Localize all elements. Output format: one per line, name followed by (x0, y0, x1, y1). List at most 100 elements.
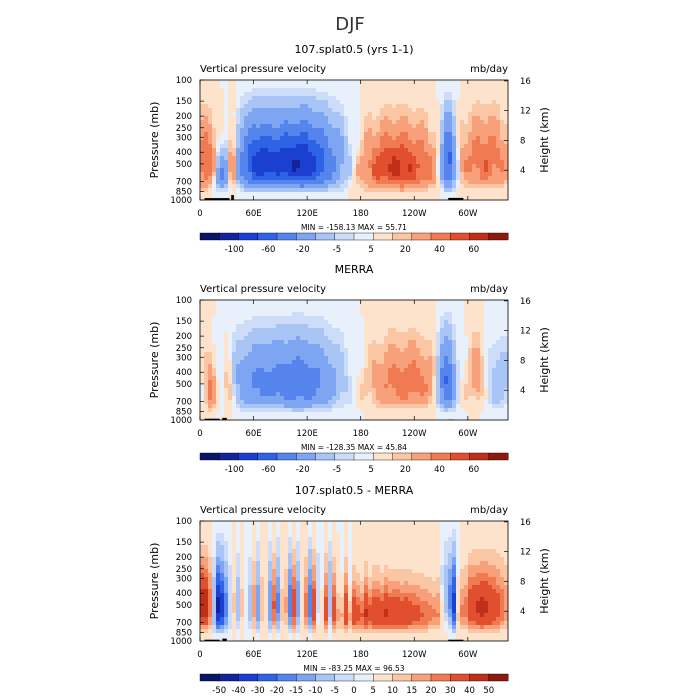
heatmap-cell (468, 108, 473, 113)
heatmap-cell (388, 132, 393, 137)
heatmap-cell (388, 88, 393, 93)
heatmap-cell (364, 312, 369, 317)
heatmap-cell (320, 124, 325, 129)
heatmap-cell (288, 324, 293, 329)
heatmap-cell (412, 408, 417, 413)
heatmap-cell (240, 328, 245, 333)
heatmap-cell (244, 364, 249, 369)
heatmap-cell (344, 332, 349, 337)
heatmap-cell (444, 376, 449, 381)
heatmap-cell (392, 344, 397, 349)
heatmap-cell (268, 392, 273, 397)
heatmap-cell (388, 124, 393, 129)
heatmap-cell (316, 324, 321, 329)
heatmap-cell (372, 408, 377, 413)
heatmap-cell (276, 392, 281, 397)
heatmap-cell (260, 368, 265, 373)
heatmap-cell (300, 188, 305, 193)
heatmap-cell (328, 192, 333, 197)
heatmap-cell (200, 176, 205, 181)
heatmap-cell (460, 320, 465, 325)
heatmap-cell (260, 84, 265, 89)
heatmap-cell (216, 180, 221, 185)
heatmap-cell (428, 184, 433, 189)
heatmap-cell (212, 561, 217, 566)
heatmap-cell (396, 180, 401, 185)
heatmap-cell (416, 408, 421, 413)
heatmap-cell (268, 416, 273, 421)
heatmap-cell (504, 188, 509, 193)
heatmap-cell (284, 412, 289, 417)
heatmap-cell (268, 184, 273, 189)
heatmap-cell (412, 392, 417, 397)
heatmap-cell (332, 144, 337, 149)
heatmap-cell (340, 140, 345, 145)
heatmap-cell (272, 120, 277, 125)
heatmap-cell (384, 344, 389, 349)
heatmap-cell (252, 188, 257, 193)
heatmap-cell (244, 388, 249, 393)
heatmap-cell (352, 372, 357, 377)
heatmap-cell (212, 144, 217, 149)
heatmap-cell (316, 128, 321, 133)
heatmap-cell (304, 332, 309, 337)
colorbar-swatch (238, 232, 259, 241)
heatmap-cell (400, 196, 405, 201)
heatmap-cell (484, 348, 489, 353)
heatmap-cell (312, 384, 317, 389)
heatmap-cell (340, 108, 345, 113)
heatmap-cell (316, 160, 321, 165)
heatmap-cell (296, 80, 301, 85)
colorbar: -100 -60 -20 -5 5 20 40 60 (199, 232, 509, 255)
heatmap-cell (416, 184, 421, 189)
heatmap-cell (420, 416, 425, 421)
heatmap-cell (448, 356, 453, 361)
heatmap-cell (316, 116, 321, 121)
heatmap-cell (372, 160, 377, 165)
heatmap-cell (436, 392, 441, 397)
heatmap-cell (332, 152, 337, 157)
heatmap-cell (224, 525, 229, 530)
heatmap-cell (212, 148, 217, 153)
heatmap-cell (360, 316, 365, 321)
heatmap-cell (316, 372, 321, 377)
heatmap-cell (240, 412, 245, 417)
heatmap-cell (292, 328, 297, 333)
heatmap-cell (216, 88, 221, 93)
heatmap-cell (336, 124, 341, 129)
heatmap-cell (200, 553, 205, 558)
heatmap-cell (496, 80, 501, 85)
heatmap-cell (300, 412, 305, 417)
heatmap-cell (384, 360, 389, 365)
heatmap-cell (224, 545, 229, 550)
heatmap-cell (288, 352, 293, 357)
heatmap-cell (348, 356, 353, 361)
heatmap-cell (268, 84, 273, 89)
heatmap-cell (216, 396, 221, 401)
heatmap-cell (384, 364, 389, 369)
heatmap-cell (304, 156, 309, 161)
heatmap-cell (356, 124, 361, 129)
heatmap-cell (348, 108, 353, 113)
heatmap-cell (476, 96, 481, 101)
heatmap-cell (328, 308, 333, 313)
heatmap-cell (200, 100, 205, 105)
heatmap-cell (404, 192, 409, 197)
heatmap-cell (316, 172, 321, 177)
heatmap-cell (212, 364, 217, 369)
heatmap-cell (448, 304, 453, 309)
heatmap-cell (448, 328, 453, 333)
heatmap-cell (252, 180, 257, 185)
heatmap-cell (296, 108, 301, 113)
heatmap-cell (504, 156, 509, 161)
heatmap-cell (488, 112, 493, 117)
heatmap-cell (440, 344, 445, 349)
heatmap-cell (204, 569, 209, 574)
heatmap-cell (304, 368, 309, 373)
heatmap-cell (472, 108, 477, 113)
y-tick-label: 250 (176, 344, 192, 354)
heatmap-cell (428, 416, 433, 421)
heatmap-cell (256, 392, 261, 397)
heatmap-cell (448, 376, 453, 381)
heatmap-cell (232, 400, 237, 405)
